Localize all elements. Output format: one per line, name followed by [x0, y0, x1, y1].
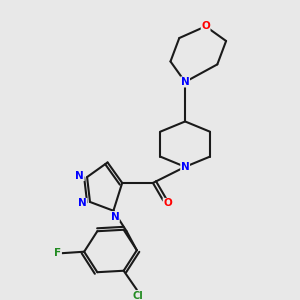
Text: O: O — [163, 198, 172, 208]
Text: N: N — [181, 162, 190, 172]
Text: N: N — [75, 171, 84, 181]
Text: N: N — [110, 212, 119, 222]
Text: N: N — [181, 77, 190, 87]
Text: O: O — [201, 21, 210, 31]
Text: N: N — [78, 198, 87, 208]
Text: F: F — [54, 248, 61, 258]
Text: Cl: Cl — [133, 291, 144, 300]
